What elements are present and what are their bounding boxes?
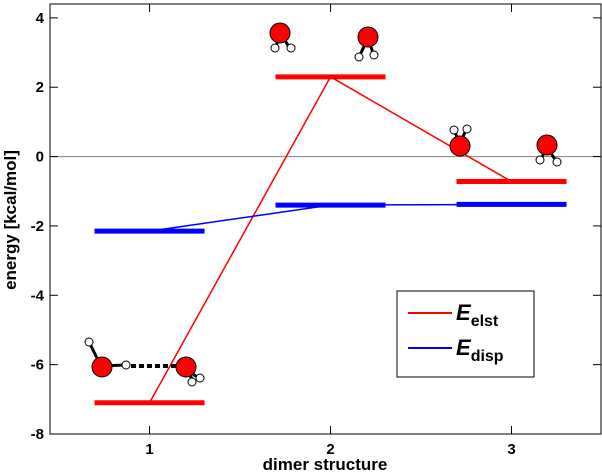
x-tick-label: 1 — [145, 441, 153, 458]
legend: Eelst Edisp — [396, 290, 535, 378]
plot-border — [49, 3, 602, 435]
water-dimer-structure-1 — [84, 337, 205, 387]
legend-label-elst: Eelst — [456, 300, 499, 330]
series-disp — [94, 201, 567, 234]
y-tick-label: -6 — [31, 357, 44, 374]
water-dimer-structure-2 — [269, 22, 379, 62]
y-axis-title: energy [kcal/mol] — [1, 150, 20, 290]
axis-ticks: -8 -6 -4 -2 0 2 4 1 2 3 — [31, 4, 601, 458]
y-tick-label: 0 — [36, 149, 44, 166]
y-tick-label: -8 — [31, 426, 44, 443]
y-tick-label: 4 — [36, 10, 45, 27]
molecule-illustrations — [84, 22, 562, 387]
y-tick-label: 2 — [36, 79, 44, 96]
series-elst — [94, 74, 567, 406]
water-dimer-structure-3 — [449, 124, 562, 167]
legend-box — [396, 290, 535, 378]
plot-frame — [49, 3, 602, 435]
y-tick-label: -4 — [31, 287, 45, 304]
x-tick-label: 2 — [326, 441, 334, 458]
x-axis-title: dimer structure — [263, 455, 388, 474]
x-tick-label: 3 — [507, 441, 515, 458]
y-tick-label: -2 — [31, 218, 44, 235]
legend-label-disp: Edisp — [456, 335, 504, 365]
series-group — [94, 74, 567, 406]
series-line-disp — [149, 203, 512, 232]
